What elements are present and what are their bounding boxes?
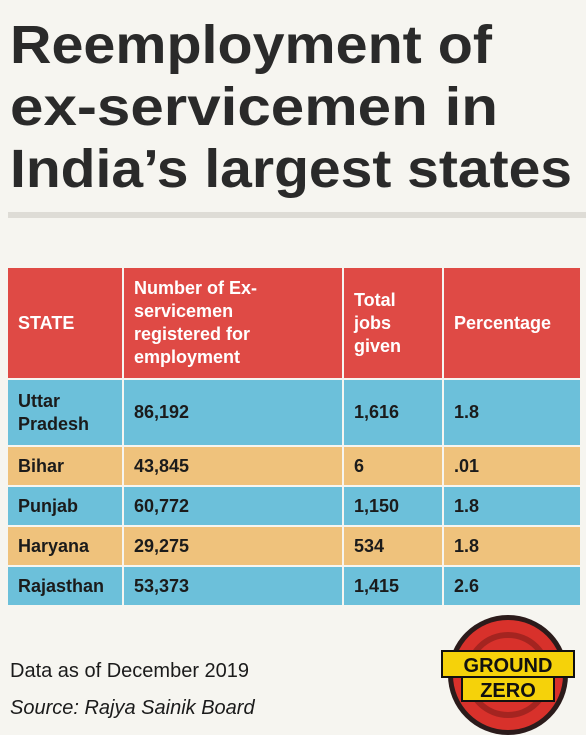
- cell-text: 1.8: [454, 402, 480, 422]
- table-cell: .01: [444, 447, 582, 487]
- cell-text: 1,150: [354, 495, 400, 516]
- table-cell: Haryana: [8, 527, 124, 567]
- cell-text: Uttar Pradesh: [18, 390, 90, 434]
- header-cell: Percentage: [444, 268, 582, 380]
- cell-text: Rajasthan: [18, 575, 105, 596]
- cell-text: .01: [454, 455, 480, 476]
- divider: [8, 212, 586, 218]
- cell-text: 53,373: [134, 575, 190, 596]
- logo-text: GROUND: [464, 655, 553, 677]
- header-text: registered for: [134, 324, 251, 344]
- table-cell: 43,845: [124, 447, 344, 487]
- table-cell: Punjab: [8, 487, 124, 527]
- title-line: ex-servicemen in: [10, 77, 498, 137]
- table-cell: 1,150: [344, 487, 444, 527]
- header-cell: Number of Ex-servicemen registered for emp…: [124, 268, 344, 380]
- cell-text: 1,616: [354, 402, 400, 422]
- cell-text: 1,415: [354, 575, 400, 596]
- table-cell: 1.8: [444, 527, 582, 567]
- header-cell: Total jobs given: [344, 268, 444, 380]
- note: Data as of December 2019: [10, 660, 250, 682]
- header-cell: STATE: [8, 268, 124, 380]
- table-cell: 86,192: [124, 380, 344, 447]
- header-text: STATE: [18, 312, 75, 333]
- title-line: India’s largest states: [10, 139, 572, 199]
- table-cell: 534: [344, 527, 444, 567]
- table-cell: 29,275: [124, 527, 344, 567]
- cell-text: 2.6: [454, 575, 480, 596]
- logo-text: ZERO: [480, 680, 536, 702]
- table-cell: 1,616: [344, 380, 444, 447]
- header-text: employment: [134, 347, 241, 367]
- table-cell: 1,415: [344, 567, 444, 607]
- table-cell: Rajasthan: [8, 567, 124, 607]
- table-cell: Uttar Pradesh: [8, 380, 124, 447]
- cell-text: 534: [354, 535, 385, 556]
- cell-text: 1.8: [454, 535, 480, 556]
- table-cell: Bihar: [8, 447, 124, 487]
- table-cell: 6: [344, 447, 444, 487]
- header-text: given: [354, 335, 402, 356]
- cell-text: 86,192: [134, 402, 190, 422]
- cell-text: 1.8: [454, 495, 480, 516]
- header-text: Percentage: [454, 312, 552, 333]
- cell-text: Bihar: [18, 455, 65, 476]
- header-text: servicemen: [134, 301, 234, 321]
- cell-text: 60,772: [134, 495, 190, 516]
- header-text: jobs: [354, 312, 392, 333]
- cell-text: 43,845: [134, 455, 190, 476]
- cell-text: 29,275: [134, 535, 190, 556]
- table-cell: 1.8: [444, 487, 582, 527]
- logo-box: [461, 676, 555, 702]
- table-cell: 53,373: [124, 567, 344, 607]
- cell-text: Punjab: [18, 495, 79, 516]
- header-text: Total: [354, 289, 396, 310]
- header-text: Number of Ex-: [134, 278, 258, 298]
- source: Source: Rajya Sainik Board: [10, 697, 255, 719]
- cell-text: 6: [354, 455, 365, 476]
- title-line: Reemployment of: [10, 15, 493, 75]
- cell-text: Haryana: [18, 535, 90, 556]
- table-cell: 1.8: [444, 380, 582, 447]
- table-cell: 60,772: [124, 487, 344, 527]
- table-cell: 2.6: [444, 567, 582, 607]
